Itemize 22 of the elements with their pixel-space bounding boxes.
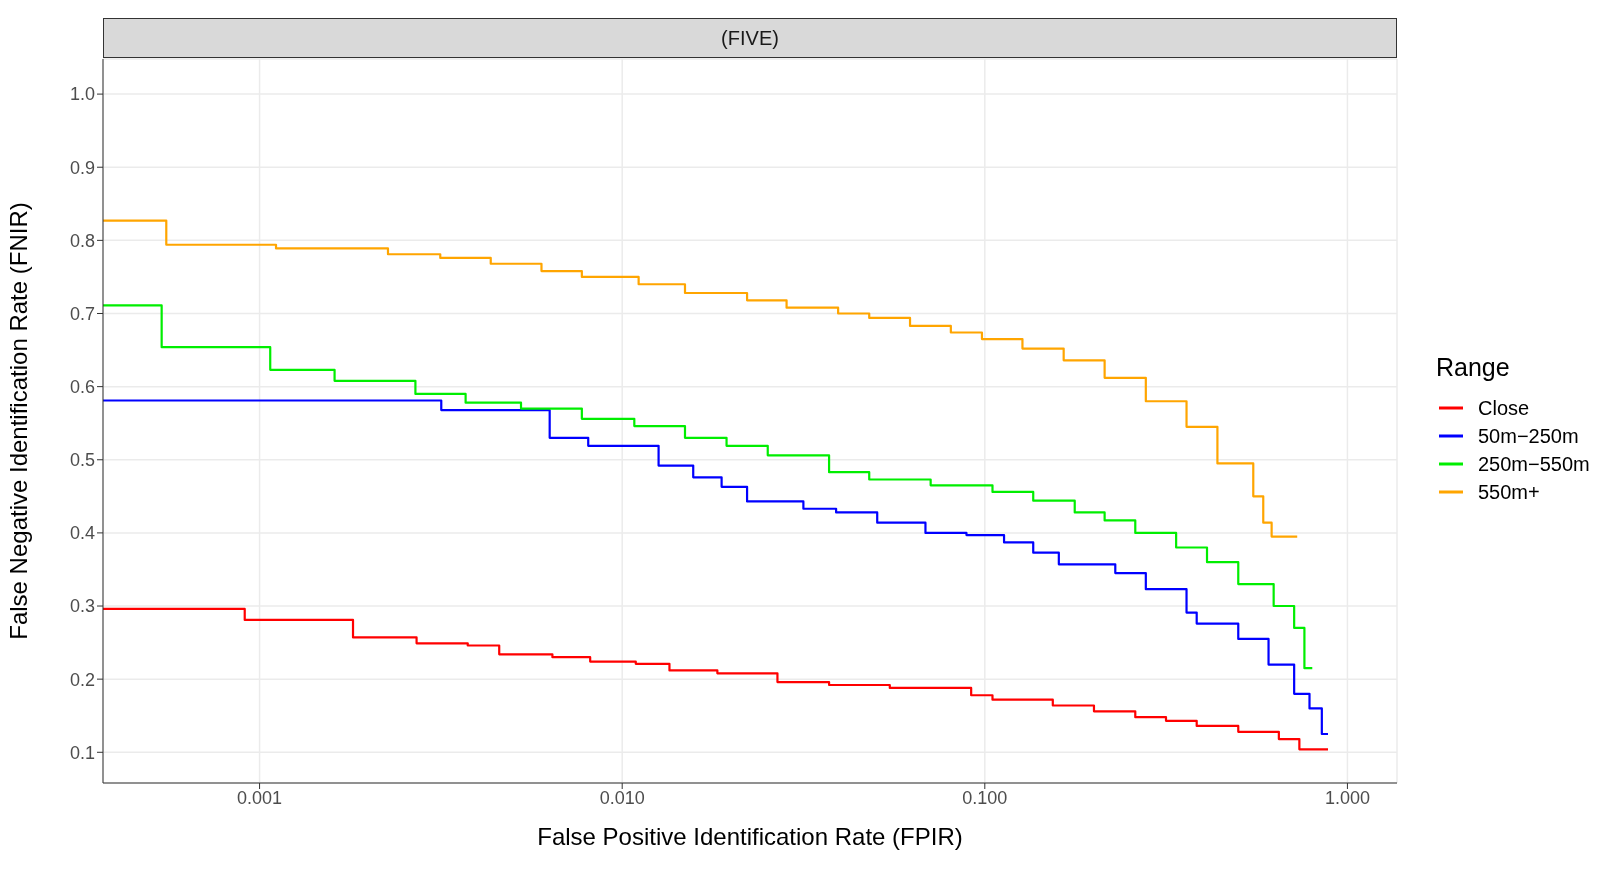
x-tick-label: 0.100 <box>962 787 1008 808</box>
x-tick-label: 0.010 <box>599 787 645 808</box>
y-tick-label: 0.2 <box>69 669 95 690</box>
y-tick-label: 0.1 <box>69 742 95 763</box>
legend-title: Range <box>1436 353 1511 382</box>
x-axis-title: False Positive Identification Rate (FPIR) <box>537 823 963 850</box>
y-tick-label: 0.8 <box>69 230 95 251</box>
legend-label: 50m−250m <box>1478 424 1579 448</box>
y-tick-label: 1.0 <box>69 84 95 105</box>
legend-label: 250m−550m <box>1478 452 1590 476</box>
y-tick-label: 0.6 <box>69 377 95 398</box>
y-tick-label: 0.5 <box>69 450 95 471</box>
x-tick-label: 1.000 <box>1324 787 1370 808</box>
y-tick-label: 0.7 <box>69 303 95 324</box>
y-tick-label: 0.4 <box>69 523 95 544</box>
legend-label: Close <box>1478 396 1530 420</box>
y-tick-label: 0.3 <box>69 596 95 617</box>
x-tick-label: 0.001 <box>237 787 283 808</box>
chart-title: (FIVE) <box>103 18 1397 58</box>
y-axis-title: False Negative Identification Rate (FNIR) <box>4 202 32 640</box>
legend-label: 550m+ <box>1478 480 1540 504</box>
y-tick-label: 0.9 <box>69 157 95 178</box>
